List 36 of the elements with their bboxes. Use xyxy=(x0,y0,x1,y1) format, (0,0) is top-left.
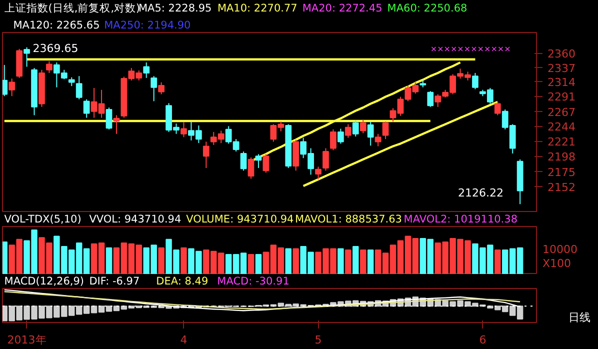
text: MAVOL2: 1019110.38 xyxy=(404,214,518,226)
text: DEA: 8.49 xyxy=(156,276,208,288)
annotation: 2126.22 xyxy=(458,186,504,200)
x-tick-label: 5 xyxy=(314,334,322,346)
text: MA250: 2194.90 xyxy=(104,20,191,32)
y-tick-label: 2314 xyxy=(548,76,576,90)
y-tick-label: 2267 xyxy=(548,106,576,119)
y-tick-label: 2198 xyxy=(548,150,576,164)
text: MA5: 2228.95 xyxy=(138,2,212,14)
text: VOLUME: 943710.94 xyxy=(186,214,294,226)
text: VOL-TDX(5,10) xyxy=(4,214,82,226)
text: MACD(12,26,9) xyxy=(4,276,84,288)
annotation: ×××××××××××× xyxy=(430,44,511,54)
text: 10000 xyxy=(542,243,578,256)
y-tick-label: 2291 xyxy=(548,90,576,104)
y-tick-label: 2175 xyxy=(548,166,576,179)
text: MACD: -30.91 xyxy=(217,276,290,288)
x-tick-label: 4 xyxy=(180,334,188,346)
y-tick-label: 2244 xyxy=(548,120,576,134)
annotation: 2369.65 xyxy=(32,42,78,55)
text: MA60: 2250.68 xyxy=(387,2,468,14)
x-tick-label: 6 xyxy=(479,334,486,346)
text: MA120: 2265.65 xyxy=(13,20,100,32)
text: 日线 xyxy=(568,310,590,324)
text: MA20: 2272.45 xyxy=(302,2,382,14)
y-tick-label: 2360 xyxy=(548,48,576,61)
y-tick-label: 2152 xyxy=(548,181,576,194)
text: MAVOL1: 888537.63 xyxy=(294,214,402,226)
text: DIF: -6.97 xyxy=(89,276,140,288)
y-tick-label: 2221 xyxy=(548,136,576,149)
chart-title: 上证指数(日线,前复权,对数) xyxy=(4,2,140,14)
text: X100 xyxy=(542,257,572,270)
text: VVOL: 943710.94 xyxy=(89,214,182,226)
text: MA10: 2270.77 xyxy=(217,2,298,14)
y-tick-label: 2337 xyxy=(548,62,576,75)
x-tick-label: 2013年 xyxy=(7,334,46,346)
